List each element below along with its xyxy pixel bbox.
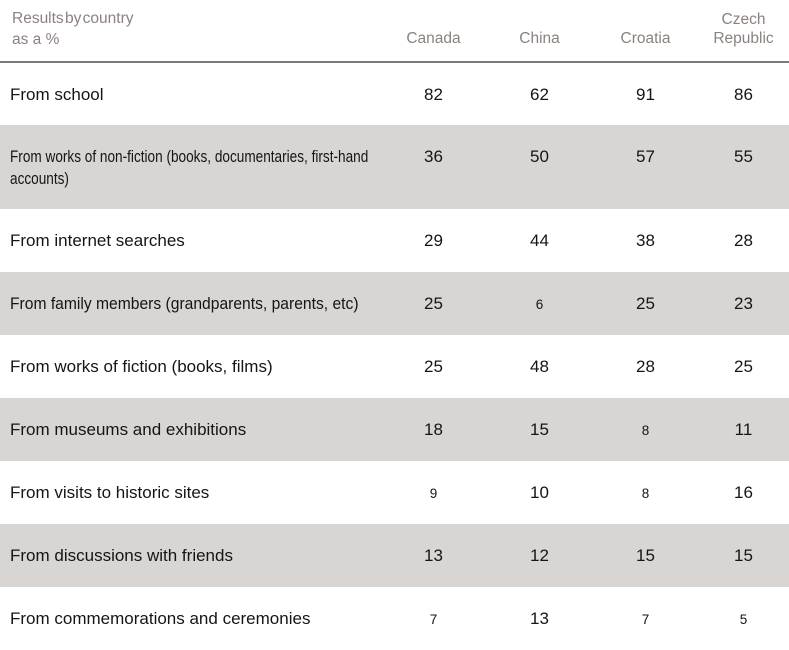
value-cell: 23 (698, 272, 789, 335)
value-cell: 50 (486, 125, 593, 209)
value-cell: 8 (593, 398, 698, 461)
column-header-canada: Canada (381, 0, 486, 63)
value-cell: 55 (698, 125, 789, 209)
value-cell: 15 (698, 524, 789, 587)
header-row: Results by country as a % Canada China C… (0, 0, 789, 63)
value-cell: 25 (424, 357, 443, 376)
value-cell: 16 (734, 483, 753, 502)
value-cell: 10 (530, 483, 549, 502)
value-cell: 48 (530, 357, 549, 376)
row-label: From school (10, 85, 104, 104)
value-cell: 13 (530, 609, 549, 628)
value-cell: 13 (381, 524, 486, 587)
value-cell: 28 (636, 357, 655, 376)
table-row-museums: From museums and exhibitions 18 15 8 11 (0, 398, 789, 461)
value-cell: 12 (486, 524, 593, 587)
value-cell: 9 (429, 486, 438, 501)
table-row-school: From school 82 62 91 86 (0, 62, 789, 125)
row-label: From discussions with friends (0, 524, 381, 587)
row-label: From internet searches (10, 231, 185, 250)
value-cell: 91 (636, 85, 655, 104)
row-label: From family members (grandparents, paren… (0, 272, 381, 335)
table-title: Results by country as a % (0, 0, 381, 63)
value-cell: 29 (424, 231, 443, 250)
value-cell: 25 (381, 272, 486, 335)
table-row-commemorations: From commemorations and ceremonies 7 13 … (0, 587, 789, 650)
value-cell: 5 (739, 612, 748, 627)
row-label: From works of fiction (books, films) (10, 357, 273, 376)
table-row-discussions: From discussions with friends 13 12 15 1… (0, 524, 789, 587)
value-cell: 25 (734, 357, 753, 376)
table-row-historic-sites: From visits to historic sites 9 10 8 16 (0, 461, 789, 524)
row-label: From visits to historic sites (10, 483, 210, 502)
value-cell: 15 (593, 524, 698, 587)
table-row-internet: From internet searches 29 44 38 28 (0, 209, 789, 272)
value-cell: 28 (734, 231, 753, 250)
value-cell: 11 (698, 398, 789, 461)
value-cell: 7 (641, 612, 650, 627)
value-cell: 6 (486, 272, 593, 335)
value-cell: 86 (734, 85, 753, 104)
table-title-line1: Results by country (12, 10, 134, 27)
value-cell: 38 (636, 231, 655, 250)
row-label: From commemorations and ceremonies (10, 609, 311, 628)
value-cell: 8 (641, 486, 650, 501)
table-row-non-fiction: From works of non-fiction (books, docume… (0, 125, 789, 209)
column-header-czech-republic: Czech Republic (698, 0, 789, 63)
column-header-croatia: Croatia (593, 0, 698, 63)
column-header-china: China (486, 0, 593, 63)
table-row-family: From family members (grandparents, paren… (0, 272, 789, 335)
value-cell: 44 (530, 231, 549, 250)
value-cell: 7 (429, 612, 438, 627)
value-cell: 57 (593, 125, 698, 209)
table-title-line2: as a % (12, 31, 60, 48)
value-cell: 25 (593, 272, 698, 335)
value-cell: 36 (381, 125, 486, 209)
row-label: From works of non-fiction (books, docume… (0, 125, 381, 209)
value-cell: 82 (424, 85, 443, 104)
value-cell: 62 (530, 85, 549, 104)
value-cell: 18 (381, 398, 486, 461)
row-label: From museums and exhibitions (0, 398, 381, 461)
value-cell: 15 (486, 398, 593, 461)
table-row-fiction: From works of fiction (books, films) 25 … (0, 335, 789, 398)
